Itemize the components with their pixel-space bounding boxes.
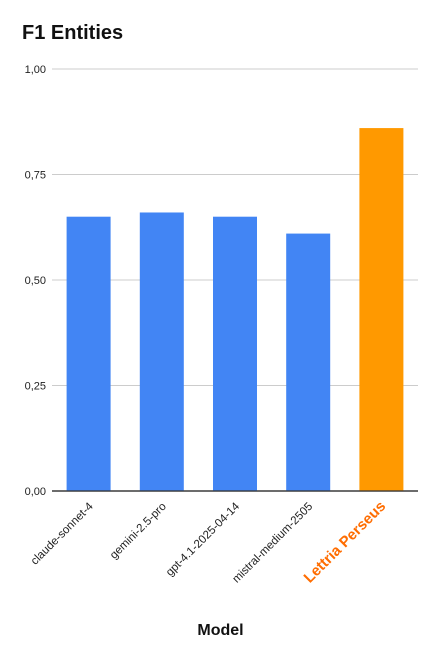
bar xyxy=(213,216,257,491)
x-tick-label: gpt-4.1-2025-04-14 xyxy=(164,500,243,579)
y-tick-label: 0,25 xyxy=(25,381,46,393)
y-tick-label: 1,00 xyxy=(25,64,46,76)
x-axis-title: Model xyxy=(197,622,244,639)
y-tick-label: 0,00 xyxy=(25,486,46,498)
bar xyxy=(66,216,111,491)
x-tick-label: Lettria Perseus xyxy=(301,498,390,587)
x-tick-label: gemini-2.5-pro xyxy=(108,501,169,562)
y-tick-label: 0,75 xyxy=(25,170,46,182)
bar xyxy=(359,128,404,491)
chart-title: F1 Entities xyxy=(22,22,124,44)
bar xyxy=(286,233,331,491)
x-tick-label: claude-sonnet-4 xyxy=(29,500,96,567)
y-tick-label: 0,50 xyxy=(25,275,46,287)
bar xyxy=(139,212,184,492)
